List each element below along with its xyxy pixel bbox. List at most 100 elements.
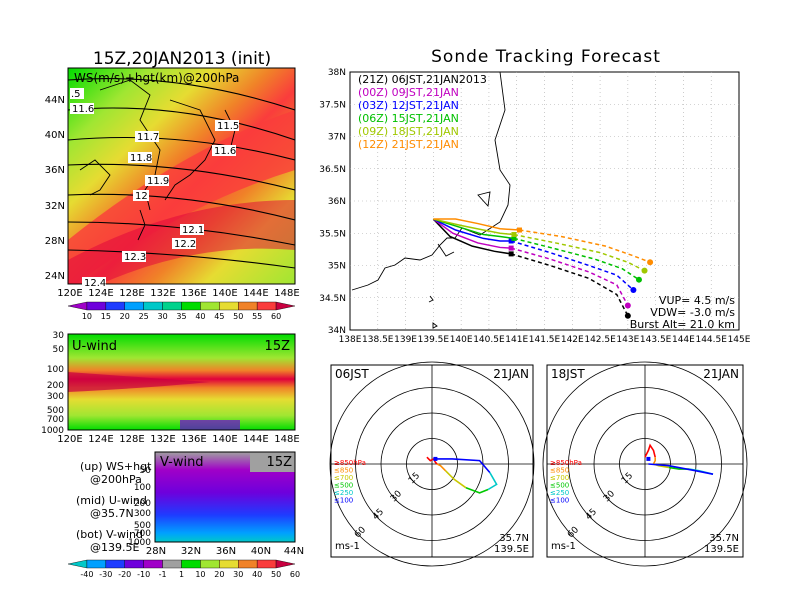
v-wind-time: 15Z [267, 455, 293, 470]
hodograph-level-label: ≤100 [550, 497, 569, 505]
landing-marker [630, 287, 637, 294]
y-tick: 36.5N [319, 165, 346, 175]
colorbar-swatch [181, 559, 201, 569]
trajectory-line [433, 218, 512, 242]
y-tick: 500 [134, 521, 151, 531]
left-title: 15Z,20JAN2013 (init) [93, 49, 271, 69]
x-tick: 144.5E [695, 335, 727, 345]
param-vdw: VDW= -3.0 m/s [650, 306, 735, 319]
landing-marker [647, 259, 654, 266]
note-bot-sub: @139.5E [90, 541, 139, 554]
colorbar-tick: 55 [252, 312, 262, 321]
x-tick: 138.5E [362, 335, 394, 345]
contour-label: 12.4 [82, 277, 106, 289]
contour-label: 12.3 [122, 251, 146, 263]
y-tick: 36N [45, 165, 65, 176]
colorbar-tick: 1 [179, 570, 184, 579]
trajectory-forecast-line [510, 253, 629, 317]
y-tick: 28N [45, 236, 65, 247]
x-tick: 145E [728, 335, 751, 345]
colorbar-tick: 20 [214, 570, 224, 579]
x-tick: 36N [216, 546, 236, 557]
x-tick: 148E [274, 434, 299, 445]
svg-text:12: 12 [135, 191, 148, 202]
x-tick: 139.5E [418, 335, 450, 345]
y-tick: 34N [328, 326, 346, 336]
trajectory-line [432, 218, 512, 255]
note-mid-title: (mid) U-wind [76, 494, 147, 507]
u-wind-label: U-wind [72, 339, 117, 354]
x-tick: 142.5E [584, 335, 616, 345]
y-tick: 50 [53, 345, 65, 355]
x-tick: 28N [146, 546, 166, 557]
svg-text:12.2: 12.2 [174, 239, 196, 250]
contour-label: 12 [133, 190, 149, 202]
x-tick: 136E [181, 288, 206, 299]
colorbar-swatch [219, 559, 239, 569]
trajectory-forecast-line [510, 247, 629, 306]
y-tick: 37.5N [319, 100, 346, 110]
hodograph-level-label: ≤850 [334, 467, 353, 475]
trajectory-forecast-line [513, 233, 645, 272]
y-tick: 40N [45, 130, 65, 141]
x-tick: 148E [274, 288, 299, 299]
y-tick: 32N [45, 201, 65, 212]
hodograph-ring [329, 361, 535, 567]
trajectory-line [433, 218, 520, 231]
note-up-sub: @200hPa [90, 473, 142, 486]
x-tick: 120E [57, 288, 82, 299]
trajectory-line [433, 218, 515, 240]
hodograph-level-label: ≤250 [334, 489, 353, 497]
svg-text:.5: .5 [71, 89, 81, 100]
hodograph-level-label: ≤500 [334, 482, 353, 490]
burst-marker [508, 238, 514, 244]
u-wind-x-ticks: 120E 124E 128E 132E 136E 140E 144E 148E [57, 434, 299, 445]
svg-text:12.4: 12.4 [84, 278, 106, 289]
colorbar-swatch [238, 301, 258, 311]
colorbar-tick: -1 [159, 570, 167, 579]
legend-entry-21z: (21Z) 06JST,21JAN2013 [358, 73, 487, 86]
y-tick: 35N [328, 262, 346, 272]
coastline [351, 71, 511, 329]
contour-label: 11.6 [212, 145, 236, 157]
hodograph-trace [648, 463, 714, 475]
colorbar-tick: 30 [233, 570, 243, 579]
trajectory-line [433, 218, 515, 236]
colorbar-swatch [105, 301, 125, 311]
hodograph-level-label: ≥850hPa [334, 459, 366, 467]
colorbar-swatch [143, 559, 163, 569]
contour-label: .5 [70, 88, 84, 100]
colorbar-tick: 60 [271, 312, 281, 321]
x-tick: 143E [616, 335, 639, 345]
colorbar-tick: -20 [118, 570, 131, 579]
x-tick: 132E [150, 434, 175, 445]
colorbar-tick: 50 [271, 570, 281, 579]
y-tick: 200 [47, 381, 64, 391]
colorbar-swatch [86, 559, 107, 569]
u-wind-time: 15Z [265, 339, 291, 354]
y-tick: 34.5N [319, 294, 346, 304]
x-tick: 44N [284, 546, 304, 557]
colorbar-tick: 10 [82, 312, 92, 321]
hodograph-trace [435, 458, 491, 474]
x-tick: 142E [561, 335, 584, 345]
hodograph-lon: 139.5E [704, 544, 739, 555]
ws-colorbar: 10 15 20 25 30 35 40 45 50 55 60 [67, 301, 296, 321]
colorbar-swatch [86, 301, 107, 311]
v-wind-label: V-wind [160, 455, 204, 470]
landing-marker [624, 302, 631, 309]
x-tick: 140E [212, 288, 237, 299]
hodograph-level-label: ≤100 [334, 497, 353, 505]
y-tick: 700 [47, 415, 64, 425]
hodograph-unit: ms-1 [551, 541, 576, 552]
colorbar-swatch [181, 301, 201, 311]
contour-label: 12.2 [172, 238, 196, 250]
hodograph-trace [652, 457, 657, 465]
burst-marker [516, 227, 522, 233]
trajectory-chart: (21Z) 06JST,21JAN2013 (00Z) 09JST,21JAN … [319, 68, 751, 345]
ws-map-x-ticks: 120E 124E 128E 132E 136E 140E 144E 148E [57, 288, 299, 299]
colorbar-tick: 50 [233, 312, 243, 321]
landing-marker [624, 312, 631, 319]
y-tick: 24N [45, 271, 65, 282]
